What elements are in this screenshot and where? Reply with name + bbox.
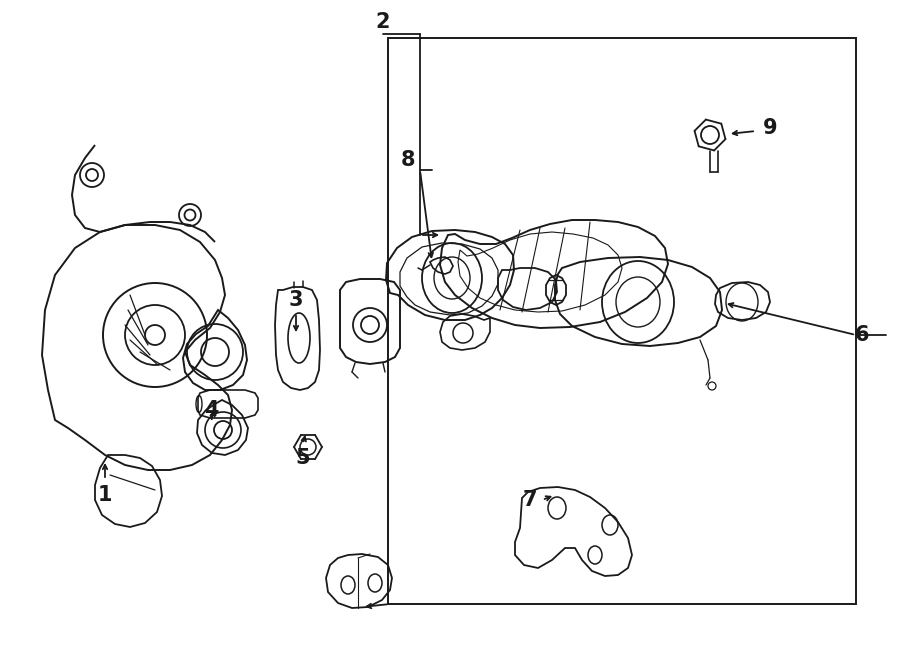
- Text: 8: 8: [400, 150, 415, 170]
- Text: 3: 3: [289, 290, 303, 310]
- Bar: [388, 38, 856, 604]
- Text: 2: 2: [376, 12, 391, 32]
- Text: 7: 7: [523, 490, 537, 510]
- Text: 4: 4: [203, 400, 218, 420]
- Text: 6: 6: [855, 325, 869, 345]
- Text: 9: 9: [762, 118, 778, 138]
- Text: 1: 1: [98, 485, 112, 505]
- Text: 5: 5: [296, 448, 310, 468]
